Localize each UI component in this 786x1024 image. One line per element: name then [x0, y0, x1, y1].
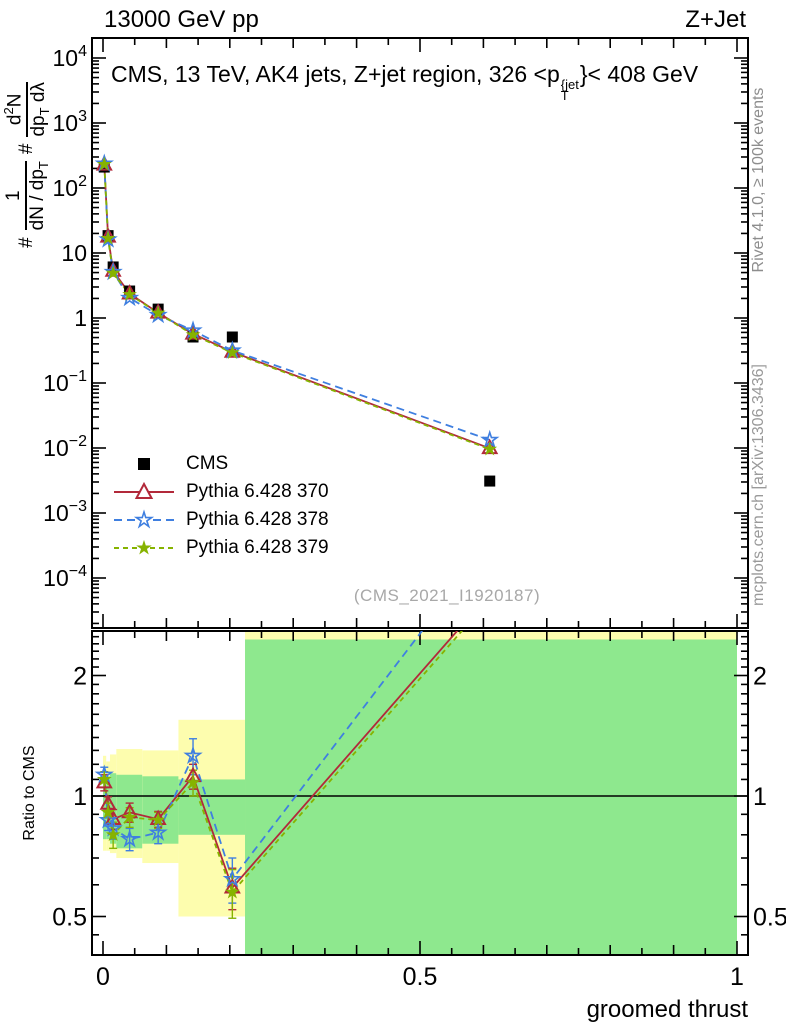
mc-point: [224, 344, 240, 359]
rivet-version-note: Rivet 4.1.0, ≥ 100k events: [750, 87, 767, 273]
data-stat-uncertainty-band: [142, 776, 179, 844]
mc-ratio-curve: [103, 631, 459, 890]
ratio-y-tick-label-left: 2: [73, 663, 87, 691]
legend-label: Pythia 6.428 379: [186, 537, 329, 558]
mc-point: [150, 305, 166, 320]
legend: CMS Pythia 6.428 370 Pythia 6.428 378 Py…: [112, 450, 329, 562]
legend-label: Pythia 6.428 378: [186, 509, 329, 530]
main-y-tick-label: 10−4: [43, 563, 87, 591]
mc-ratio-point: [95, 773, 113, 789]
x-axis-title: groomed thrust: [586, 996, 748, 1023]
pythia-378-swatch: [114, 509, 174, 529]
pythia-379-swatch: [114, 539, 174, 555]
main-y-tick-label: 102: [53, 173, 88, 201]
ratio-y-tick-label-right: 2: [753, 663, 767, 691]
pt-jet-subscript: T: [560, 88, 569, 103]
mc-ratio-point: [150, 812, 166, 827]
ratio-y-axis-title: Ratio to CMS: [21, 745, 38, 841]
main-y-tick-label: 10−2: [43, 433, 87, 461]
main-y-tick-label: 1: [74, 305, 87, 331]
legend-marker-sample: [133, 509, 155, 529]
axis-ticks: [92, 38, 748, 955]
beam-energy-label: 13000 GeV pp: [104, 6, 259, 33]
hash-symbol: #: [16, 237, 37, 248]
mc-ratio-point: [483, 535, 497, 549]
x-tick-label: 1: [730, 963, 744, 991]
mc-ratio-point: [224, 884, 240, 899]
x-tick-label: 0.5: [403, 963, 438, 991]
mc-point: [119, 287, 140, 307]
fraction-numerator: 1: [2, 190, 24, 202]
fraction-numerator: d2N: [1, 93, 26, 126]
pythia-370-swatch: [114, 481, 174, 499]
ratio-y-tick-label-left: 1: [73, 783, 87, 811]
fraction-denominator: dpT dλ: [28, 82, 53, 137]
legend-row-pythia-370: Pythia 6.428 370: [112, 478, 329, 506]
main-y-tick-label: 10: [61, 240, 87, 266]
process-label: Z+Jet: [685, 6, 746, 33]
cms-data-point: [226, 331, 238, 343]
normalization-fraction: 1 dN / dpT: [2, 161, 51, 231]
mc-ratio-point: [96, 771, 112, 786]
mc-point: [482, 441, 498, 456]
data-stat-uncertainty-band: [245, 639, 738, 955]
data-stat-uncertainty-band: [103, 774, 107, 840]
pt-jet-superscript: {jet: [560, 77, 579, 92]
legend-label: CMS: [186, 453, 229, 474]
cms-data-point: [484, 475, 496, 487]
legend-row-pythia-378: Pythia 6.428 378: [112, 506, 329, 534]
x-tick-label: 0: [96, 963, 110, 991]
ratio-y-tick-label-right: 0.5: [753, 904, 786, 932]
main-panel-content: [94, 153, 500, 487]
mc-curve: [103, 164, 491, 451]
mc-point: [105, 265, 121, 280]
ratio-uncertainty-bands: [103, 631, 738, 955]
mc-ratio-point: [222, 868, 243, 888]
mc-ratio-point: [148, 822, 168, 841]
mc-point: [100, 230, 116, 245]
legend-marker-sample: [134, 481, 154, 499]
mc-ratio-point: [183, 745, 203, 765]
analysis-id-watermark: (CMS_2021_I1920187): [353, 586, 541, 605]
legend-label: Pythia 6.428 370: [186, 481, 329, 502]
legend-row-cms: CMS: [112, 450, 329, 478]
mc-point: [148, 304, 168, 324]
mc-ratio-point: [122, 809, 138, 824]
main-y-tick-label: 104: [53, 43, 88, 71]
main-y-axis-title: # 1 dN / dpT # d2N dpT dλ: [0, 50, 54, 280]
ratio-y-tick-label-right: 1: [753, 783, 767, 811]
ratio-y-tick-label-left: 0.5: [52, 904, 87, 932]
mc-point: [96, 156, 112, 171]
mc-curve: [103, 163, 490, 441]
legend-marker-sample: [136, 539, 152, 555]
legend-marker-sample: [138, 458, 150, 470]
main-y-tick-label: 103: [53, 108, 88, 136]
mc-ratio-point: [119, 828, 140, 848]
mc-ratio-point: [100, 804, 116, 819]
legend-row-pythia-379: Pythia 6.428 379: [112, 534, 329, 562]
pt-jet-supsub: {jet T: [560, 77, 579, 103]
ratio-panel-content: [94, 535, 497, 919]
mc-point: [185, 327, 201, 342]
hash-symbol: #: [16, 143, 37, 155]
main-y-tick-label: 10−3: [43, 498, 87, 526]
plot-title-tail: }< 408 GeV: [579, 61, 699, 87]
mc-ratio-point: [185, 774, 201, 789]
mcplots-arxiv-note: mcplots.cern.ch [arXiv:1306.3436]: [750, 364, 767, 606]
mc-point: [122, 286, 138, 301]
cms-marker-swatch: [138, 458, 150, 470]
main-y-tick-label: 10−1: [43, 368, 87, 396]
differential-fraction: d2N dpT dλ: [1, 82, 53, 137]
mc-ratio-point: [98, 810, 118, 829]
plot-title-text: CMS, 13 TeV, AK4 jets, Z+jet region, 326…: [111, 61, 560, 87]
plot-title: CMS, 13 TeV, AK4 jets, Z+jet region, 326…: [111, 61, 699, 103]
mc-ratio-point: [105, 826, 121, 842]
fraction-denominator: dN / dpT: [26, 161, 51, 231]
